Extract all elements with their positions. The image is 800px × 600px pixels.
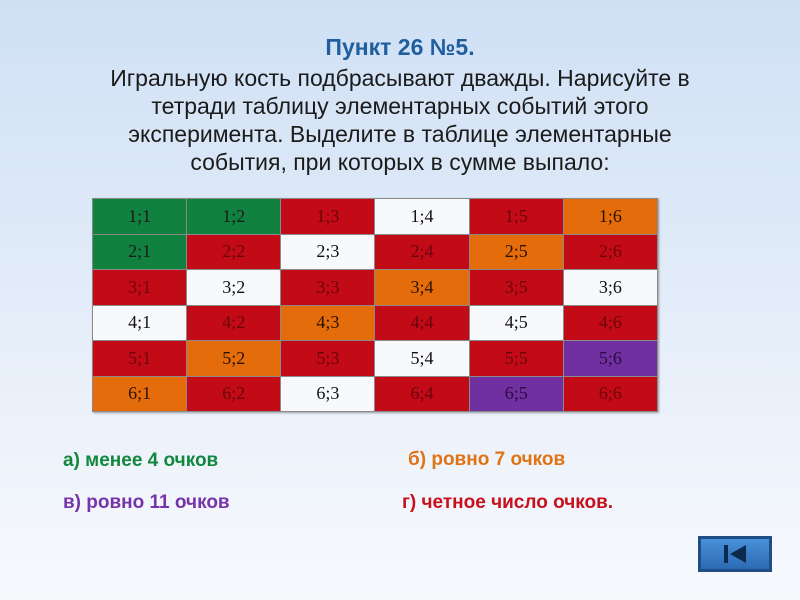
table-cell: 5;6 [562,340,659,377]
table-cell: 1;1 [91,198,188,235]
table-cell: 5;5 [468,340,564,377]
table-cell: 3;2 [186,269,282,306]
table-cell: 3;3 [280,269,376,306]
task-description-line: тетради таблицу элементарных событий это… [151,93,649,119]
task-description: Игральную кость подбрасывают дважды. Нар… [40,64,760,176]
table-cell: 3;5 [468,269,564,306]
task-description-line: события, при которых в сумме выпало: [190,149,610,175]
table-cell: 2;2 [186,233,282,270]
task-description-line: эксперимента. Выделите в таблице элемент… [128,121,672,147]
table-cell: 1;2 [186,198,282,235]
table-cell: 6;3 [280,375,376,412]
table-cell: 6;2 [186,375,282,412]
table-cell: 6;6 [562,375,659,412]
table-cell: 2;4 [374,233,470,270]
table-cell: 2;1 [91,233,188,270]
skip-back-icon [724,545,746,563]
table-cell: 3;6 [562,269,659,306]
table-cell: 4;5 [468,304,564,341]
table-cell: 1;4 [374,198,470,235]
table-row: 3;1 3;2 3;3 3;4 3;5 3;6 [91,269,659,306]
table-cell: 3;1 [91,269,188,306]
task-d-label: г) четное число очков. [402,492,614,513]
table-cell: 6;4 [374,375,470,412]
task-a-label: а) менее 4 очков [63,450,219,471]
table-cell: 1;6 [562,198,659,235]
table-cell: 4;6 [562,304,659,341]
table-cell: 5;2 [186,340,282,377]
task-b-label: б) ровно 7 очков [408,449,566,470]
table-cell: 6;1 [91,375,188,412]
elementary-events-table-body: 1;1 1;2 1;3 1;4 1;5 1;6 2;1 2;2 2;3 2;4 2;5 2;6 3;1 3… [91,198,659,412]
table-cell: 5;3 [280,340,376,377]
table-cell: 5;4 [374,340,470,377]
slide-title: Пункт 26 №5. [325,34,475,60]
table-cell: 1;3 [280,198,376,235]
table-row: 4;1 4;2 4;3 4;4 4;5 4;6 [91,304,659,341]
table-cell: 2;5 [468,233,564,270]
table-cell: 6;5 [468,375,564,412]
table-row: 5;1 5;2 5;3 5;4 5;5 5;6 [91,340,659,377]
table-cell: 3;4 [374,269,470,306]
task-description-line: Игральную кость подбрасывают дважды. Нар… [110,65,690,91]
table-cell: 4;4 [374,304,470,341]
table-cell: 5;1 [91,340,188,377]
table-row: 1;1 1;2 1;3 1;4 1;5 1;6 [91,198,659,235]
table-cell: 4;2 [186,304,282,341]
elementary-events-table: 1;1 1;2 1;3 1;4 1;5 1;6 2;1 2;2 2;3 2;4 2;5 2;6 3;1 3… [91,198,659,412]
table-cell: 1;5 [468,198,564,235]
table-row: 6;1 6;2 6;3 6;4 6;5 6;6 [91,375,659,412]
table-cell: 2;6 [562,233,659,270]
table-row: 2;1 2;2 2;3 2;4 2;5 2;6 [91,233,659,270]
table-cell: 4;1 [91,304,188,341]
task-c-label: в) ровно 11 очков [63,492,230,513]
table-cell: 2;3 [280,233,376,270]
nav-back-button[interactable] [698,536,772,572]
table-cell: 4;3 [280,304,376,341]
